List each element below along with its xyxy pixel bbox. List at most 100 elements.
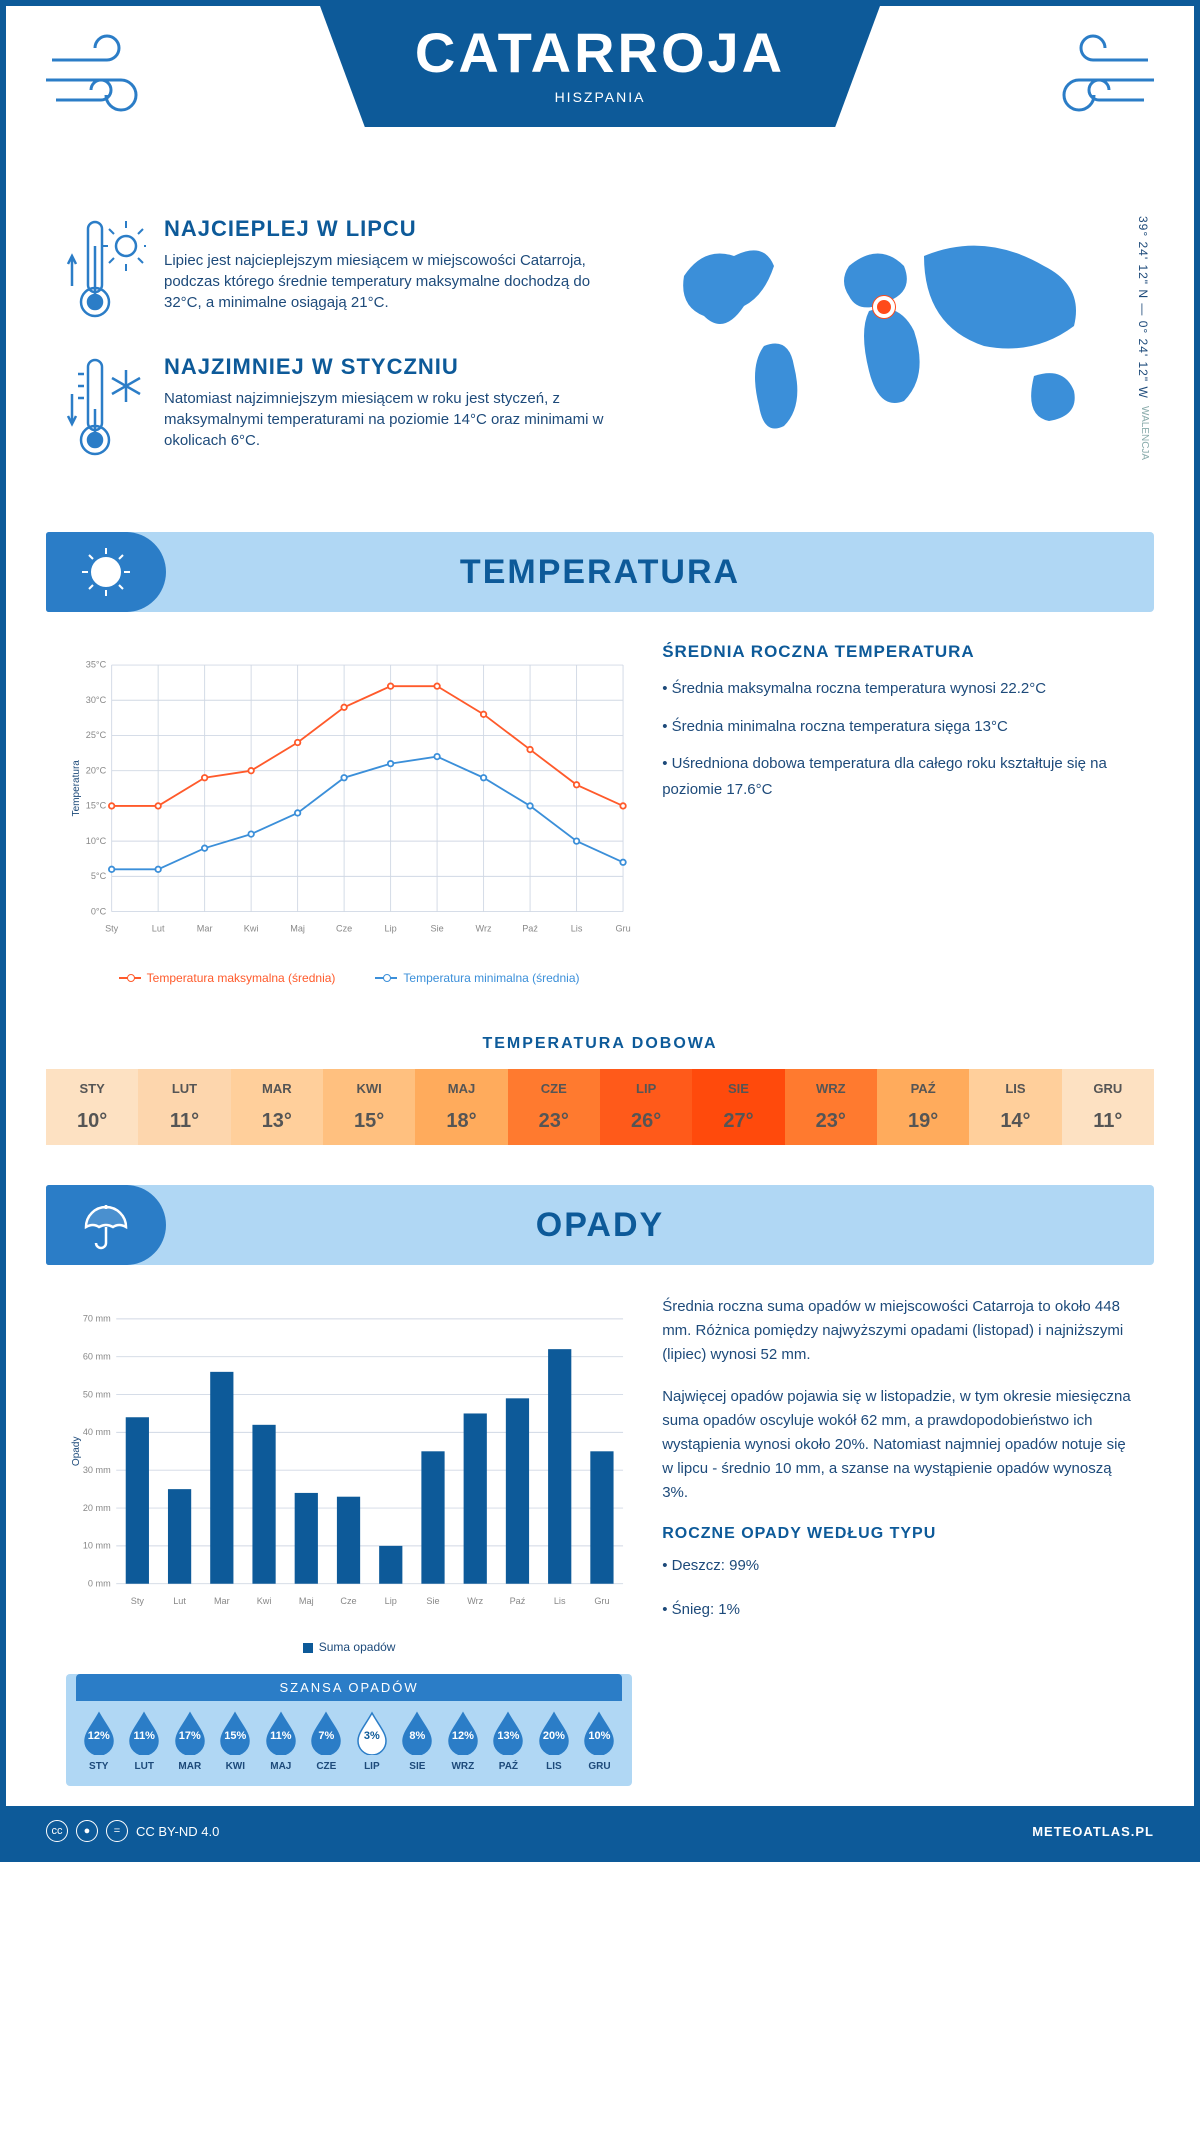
svg-text:Gru: Gru [594, 1596, 609, 1606]
daily-temp-title: TEMPERATURA DOBOWA [6, 1035, 1194, 1053]
annual-temp-bullet: • Średnia minimalna roczna temperatura s… [662, 714, 1134, 740]
svg-text:Sty: Sty [105, 924, 119, 934]
precip-type-title: ROCZNE OPADY WEDŁUG TYPU [662, 1525, 1134, 1543]
precip-legend-label: Suma opadów [319, 1640, 396, 1654]
daily-temp-cell: STY10° [46, 1069, 138, 1145]
city-title: CATARROJA [320, 20, 880, 85]
svg-text:30 mm: 30 mm [83, 1465, 111, 1475]
rain-chance-cell: 15% KWI [213, 1711, 259, 1772]
svg-text:70 mm: 70 mm [83, 1314, 111, 1324]
intro-section: NAJCIEPLEJ W LIPCU Lipiec jest najcieple… [6, 216, 1194, 522]
raindrop-icon: 11% [126, 1711, 162, 1755]
daily-temp-cell: LIS14° [969, 1069, 1061, 1145]
nd-icon: = [106, 1820, 128, 1842]
annual-temp-bullet: • Średnia maksymalna roczna temperatura … [662, 676, 1134, 702]
svg-text:Gru: Gru [615, 924, 630, 934]
svg-text:Lis: Lis [571, 924, 583, 934]
svg-text:Sty: Sty [131, 1596, 145, 1606]
legend-max-label: Temperatura maksymalna (średnia) [147, 971, 336, 985]
precip-paragraph-1: Średnia roczna suma opadów w miejscowośc… [662, 1295, 1134, 1367]
temperature-line-chart: 0°C5°C10°C15°C20°C25°C30°C35°CStyLutMarK… [66, 642, 632, 962]
svg-text:Wrz: Wrz [476, 924, 492, 934]
svg-text:Kwi: Kwi [257, 1596, 272, 1606]
raindrop-icon: 12% [81, 1711, 117, 1755]
temperature-area: 0°C5°C10°C15°C20°C25°C30°C35°CStyLutMarK… [6, 642, 1194, 1005]
thermometer-hot-icon [66, 216, 146, 326]
raindrop-icon: 15% [217, 1711, 253, 1755]
rain-chance-cell: 7% CZE [304, 1711, 350, 1772]
svg-text:50 mm: 50 mm [83, 1389, 111, 1399]
precip-type-item: • Deszcz: 99% [662, 1553, 1134, 1579]
svg-text:10 mm: 10 mm [83, 1541, 111, 1551]
precipitation-banner: OPADY [46, 1185, 1154, 1265]
rain-chance-cell: 3% LIP [349, 1711, 395, 1772]
daily-temp-cell: PAŹ19° [877, 1069, 969, 1145]
title-banner: CATARROJA HISZPANIA [320, 6, 880, 127]
footer: cc ● = CC BY-ND 4.0 METEOATLAS.PL [6, 1806, 1194, 1856]
precipitation-area: 0 mm10 mm20 mm30 mm40 mm50 mm60 mm70 mmO… [6, 1295, 1194, 1806]
raindrop-icon: 13% [490, 1711, 526, 1755]
svg-text:30°C: 30°C [86, 695, 107, 705]
precipitation-legend: Suma opadów [66, 1640, 632, 1654]
raindrop-icon: 20% [536, 1711, 572, 1755]
svg-text:Cze: Cze [340, 1596, 356, 1606]
daily-temp-cell: LUT11° [138, 1069, 230, 1145]
svg-text:40 mm: 40 mm [83, 1427, 111, 1437]
daily-temp-cell: KWI15° [323, 1069, 415, 1145]
svg-text:0°C: 0°C [91, 906, 107, 916]
raindrop-icon: 8% [399, 1711, 435, 1755]
svg-text:Paź: Paź [522, 924, 538, 934]
country-subtitle: HISZPANIA [320, 89, 880, 105]
svg-text:Lut: Lut [152, 924, 165, 934]
warmest-text: Lipiec jest najcieplejszym miesiącem w m… [164, 250, 614, 313]
license-block: cc ● = CC BY-ND 4.0 [46, 1820, 219, 1842]
precip-paragraph-2: Najwięcej opadów pojawia się w listopadz… [662, 1385, 1134, 1505]
raindrop-icon: 12% [445, 1711, 481, 1755]
svg-text:25°C: 25°C [86, 730, 107, 740]
site-name: METEOATLAS.PL [1032, 1824, 1154, 1839]
rain-chance-title: SZANSA OPADÓW [76, 1674, 622, 1701]
raindrop-icon: 7% [308, 1711, 344, 1755]
coordinates-label: 39° 24' 12" N — 0° 24' 12" W [1136, 216, 1150, 399]
region-label: WALENCJA [1139, 406, 1150, 460]
daily-temp-cell: GRU11° [1062, 1069, 1154, 1145]
rain-chance-cell: 13% PAŹ [486, 1711, 532, 1772]
infographic-page: CATARROJA HISZPANIA NAJCIEPLEJ W LIPCU L… [0, 0, 1200, 1862]
rain-chance-cell: 12% STY [76, 1711, 122, 1772]
raindrop-icon: 11% [263, 1711, 299, 1755]
wind-icon [1038, 30, 1158, 130]
header: CATARROJA HISZPANIA [6, 6, 1194, 216]
svg-text:20 mm: 20 mm [83, 1503, 111, 1513]
world-map: 39° 24' 12" N — 0° 24' 12" W WALENCJA [654, 216, 1134, 492]
raindrop-icon: 17% [172, 1711, 208, 1755]
daily-temp-cell: MAR13° [231, 1069, 323, 1145]
coldest-title: NAJZIMNIEJ W STYCZNIU [164, 354, 614, 380]
rain-chance-cell: 12% WRZ [440, 1711, 486, 1772]
warmest-title: NAJCIEPLEJ W LIPCU [164, 216, 614, 242]
svg-text:Lis: Lis [554, 1596, 566, 1606]
svg-text:Sie: Sie [426, 1596, 439, 1606]
daily-temp-cell: LIP26° [600, 1069, 692, 1145]
svg-text:Maj: Maj [290, 924, 305, 934]
cc-icon: cc [46, 1820, 68, 1842]
rain-chance-cell: 11% MAJ [258, 1711, 304, 1772]
precipitation-bar-chart: 0 mm10 mm20 mm30 mm40 mm50 mm60 mm70 mmO… [66, 1295, 632, 1635]
by-icon: ● [76, 1820, 98, 1842]
rain-chance-cell: 17% MAR [167, 1711, 213, 1772]
raindrop-icon: 3% [354, 1711, 390, 1755]
daily-temp-cell: CZE23° [508, 1069, 600, 1145]
temperature-banner: TEMPERATURA [46, 532, 1154, 612]
rain-chance-cell: 10% GRU [577, 1711, 623, 1772]
thermometer-cold-icon [66, 354, 146, 464]
svg-text:5°C: 5°C [91, 871, 107, 881]
daily-temp-cell: MAJ18° [415, 1069, 507, 1145]
svg-text:15°C: 15°C [86, 801, 107, 811]
svg-text:20°C: 20°C [86, 765, 107, 775]
map-pin-icon [873, 296, 895, 318]
daily-temp-cell: WRZ23° [785, 1069, 877, 1145]
precipitation-section-title: OPADY [46, 1206, 1154, 1245]
rain-chance-panel: SZANSA OPADÓW 12% STY 11% LUT 17% MAR 15… [66, 1674, 632, 1786]
svg-text:Lip: Lip [385, 924, 397, 934]
rain-chance-cell: 8% SIE [395, 1711, 441, 1772]
svg-text:Lip: Lip [385, 1596, 397, 1606]
